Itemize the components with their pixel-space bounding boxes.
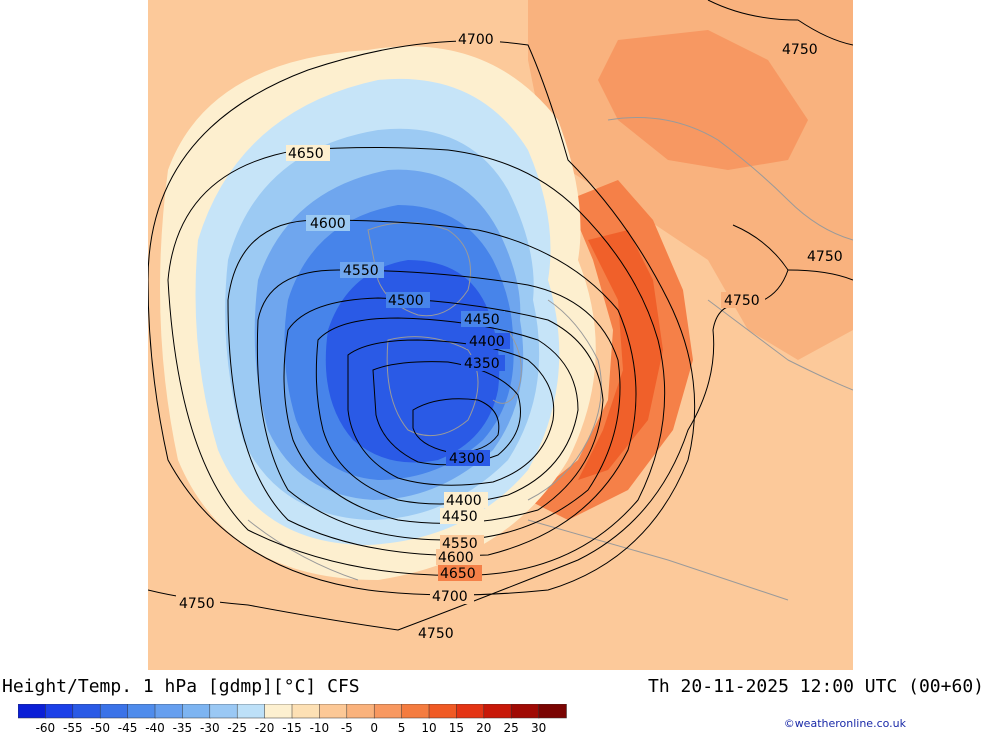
colorbar-swatch bbox=[373, 704, 403, 719]
contour-4750-e bbox=[148, 224, 789, 631]
colorbar-swatch bbox=[154, 704, 184, 719]
contour-label-4500: 4500 bbox=[388, 293, 424, 309]
colorbar-tick-label: 25 bbox=[504, 721, 519, 733]
colorbar-tick-label: -5 bbox=[341, 721, 353, 733]
cold-core-region bbox=[325, 260, 500, 463]
colorbar-tick-label: -35 bbox=[173, 721, 193, 733]
map-title: Height/Temp. 1 hPa [gdmp][°C] CFS bbox=[2, 676, 360, 697]
hot-band bbox=[528, 180, 693, 520]
contour-label-4450-low: 4450 bbox=[442, 509, 478, 525]
contour-4450 bbox=[315, 317, 579, 505]
colorbar-tick-label: 30 bbox=[531, 721, 546, 733]
colorbar-swatch bbox=[538, 704, 567, 719]
contour-label-4600: 4600 bbox=[310, 216, 346, 232]
colorbar-tick-label: -60 bbox=[36, 721, 56, 733]
colorbar-legend: -60 -55 -50 -45 -40 -35 -30 -25 -20 -15 -10 -5 0 5 10 1… bbox=[18, 704, 567, 733]
colorbar-swatch bbox=[127, 704, 156, 719]
colorbar-swatch bbox=[291, 704, 321, 719]
colorbar-swatch bbox=[99, 704, 129, 719]
contour-label-4350: 4350 bbox=[464, 356, 500, 372]
colorbar-tick-label: -45 bbox=[118, 721, 138, 733]
colorbar-swatch bbox=[45, 704, 74, 719]
colorbar-swatch bbox=[209, 704, 238, 719]
colorbar-tick-label: 10 bbox=[421, 721, 436, 733]
colorbar-tick-label: 0 bbox=[370, 721, 378, 733]
contour-4750-ne bbox=[707, 0, 853, 46]
colorbar-swatch bbox=[346, 704, 375, 719]
contour-4400 bbox=[347, 339, 555, 486]
contour-label-4600-low: 4600 bbox=[438, 550, 474, 566]
contour-label-4750-s: 4750 bbox=[418, 626, 454, 642]
colorbar-swatch bbox=[72, 704, 101, 719]
colorbar-tick-label: 5 bbox=[398, 721, 406, 733]
colorbar-swatch bbox=[401, 704, 430, 719]
colorbar-tick-label: 15 bbox=[449, 721, 464, 733]
colorbar-swatch bbox=[428, 704, 458, 719]
contour-label-4400-low: 4400 bbox=[446, 493, 482, 509]
contour-label-4700-low: 4700 bbox=[432, 589, 468, 605]
colorbar-swatch bbox=[236, 704, 266, 719]
valid-time: Th 20-11-2025 12:00 UTC (00+60) bbox=[648, 676, 984, 697]
colorbar-tick-label: -55 bbox=[63, 721, 83, 733]
colorbar-tick-label: -10 bbox=[310, 721, 330, 733]
credit-text[interactable]: ©weatheronline.co.uk bbox=[783, 717, 906, 730]
colorbar-swatch bbox=[182, 704, 211, 719]
contour-4750-e2 bbox=[787, 269, 853, 281]
contour-label-4450: 4450 bbox=[464, 312, 500, 328]
colorbar-tick-label: -15 bbox=[282, 721, 302, 733]
colorbar-tick-label: -20 bbox=[255, 721, 275, 733]
contour-label-4750-ne: 4750 bbox=[782, 42, 818, 58]
contour-4600 bbox=[227, 219, 637, 557]
contour-label-group: 4700 4750 4650 4600 4550 4500 4450 4400 … bbox=[176, 31, 848, 642]
contour-label-4650: 4650 bbox=[288, 146, 324, 162]
colorbar-swatch bbox=[510, 704, 540, 719]
contour-4350 bbox=[372, 361, 521, 466]
weather-map: 4700 4750 4650 4600 4550 4500 4450 4400 … bbox=[148, 0, 853, 670]
contour-label-4750-sw: 4750 bbox=[179, 596, 215, 612]
colorbar-swatch bbox=[264, 704, 293, 719]
contour-label-4750-e: 4750 bbox=[807, 249, 843, 265]
contour-4650 bbox=[167, 147, 666, 576]
colorbar-tick-labels: -60 -55 -50 -45 -40 -35 -30 -25 -20 -15 -10 -5 0 5 10 1… bbox=[36, 721, 547, 733]
contour-label-4400: 4400 bbox=[469, 334, 505, 350]
contour-label-4550-low: 4550 bbox=[442, 536, 478, 552]
colorbar-swatches bbox=[18, 704, 567, 719]
contour-4550 bbox=[256, 269, 621, 541]
colorbar-swatch bbox=[483, 704, 512, 719]
colorbar-tick-label: -40 bbox=[145, 721, 165, 733]
colorbar-tick-label: 20 bbox=[476, 721, 491, 733]
colorbar-tick-label: -50 bbox=[90, 721, 110, 733]
warm-core-region bbox=[598, 30, 808, 170]
contour-4700 bbox=[148, 40, 696, 596]
colorbar-tick-label: -25 bbox=[227, 721, 247, 733]
contour-label-4300: 4300 bbox=[449, 451, 485, 467]
colorbar-swatch bbox=[456, 704, 485, 719]
colorbar-swatch bbox=[18, 704, 47, 719]
contour-label-4750-mid: 4750 bbox=[724, 293, 760, 309]
contour-4300 bbox=[412, 398, 500, 453]
contour-label-4650-low: 4650 bbox=[440, 566, 476, 582]
colorbar-swatch bbox=[319, 704, 348, 719]
colorbar-tick-label: -30 bbox=[200, 721, 220, 733]
contour-label-4700-top: 4700 bbox=[458, 32, 494, 48]
hot-band-core bbox=[578, 230, 663, 480]
contour-label-4550: 4550 bbox=[343, 263, 379, 279]
